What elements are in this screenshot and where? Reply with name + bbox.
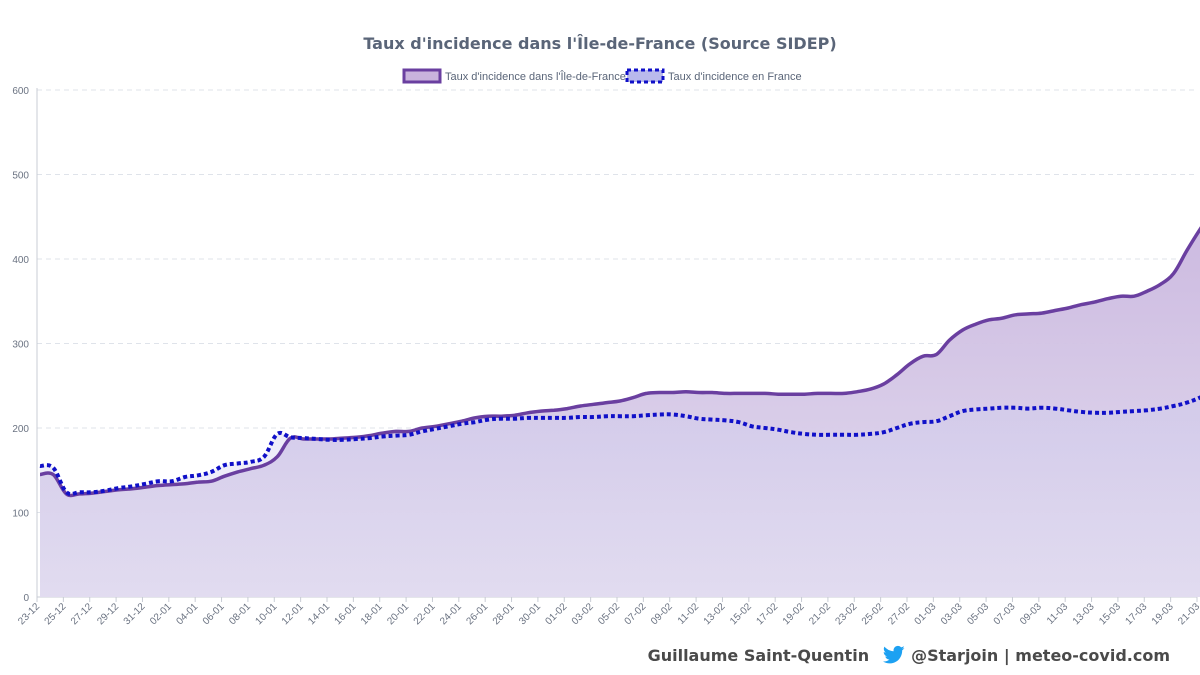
x-tick-label: 10-01 [254,601,280,627]
legend-label-idf: Taux d'incidence dans l'Île-de-France [445,70,626,83]
x-tick-label: 11-02 [676,601,702,627]
x-tick-label: 12-01 [280,601,306,627]
x-tick-label: 18-01 [359,601,385,627]
series-areas [40,229,1200,597]
legend-item-france[interactable]: Taux d'incidence en France [625,68,802,84]
y-tick-label: 0 [23,593,29,604]
x-tick-label: 28-01 [491,601,517,627]
legend-label-france: Taux d'incidence en France [668,71,802,83]
y-axis: 0 100 200 300 400 500 600 [12,86,29,604]
twitter-handle: @Starjoin | meteo-covid.com [911,645,1170,665]
footer: Guillaume Saint-Quentin @Starjoin | mete… [648,645,1170,665]
x-tick-label: 17-02 [754,601,780,627]
x-tick-label: 25-12 [43,601,69,627]
series-line-france [39,395,1200,497]
x-tick-label: 15-02 [728,601,754,627]
x-tick-label: 27-02 [886,601,912,627]
chart: Taux d'incidence dans l'Île-de-France (S… [12,34,1200,627]
y-tick-label: 400 [12,255,29,266]
x-tick-label: 21-03 [1176,601,1200,627]
author-name: Guillaume Saint-Quentin [647,645,870,665]
x-tick-label: 11-03 [1045,601,1071,627]
legend: Taux d'incidence dans l'Île-de-France Ta… [402,68,802,84]
x-tick-label: 23-12 [16,601,42,627]
legend-swatch-france [625,68,665,84]
x-tick-label: 26-01 [464,601,490,627]
y-tick-label: 300 [12,340,29,351]
x-tick-label: 02-01 [148,601,174,627]
y-tick-label: 600 [12,86,29,97]
x-tick-label: 20-01 [385,601,411,627]
x-tick-label: 27-12 [69,601,95,627]
x-tick-label: 06-01 [201,601,227,627]
series-area-france [40,397,1200,597]
x-tick-label: 05-03 [965,601,991,627]
x-tick-label: 03-02 [570,601,596,627]
x-tick-label: 24-01 [438,601,464,627]
series-line-idf [39,226,1200,498]
x-tick-label: 01-03 [913,601,939,627]
x-tick-label: 23-02 [834,601,860,627]
x-tick-label: 05-02 [596,601,622,627]
x-tick-label: 30-01 [517,601,543,627]
x-tick-label: 22-01 [412,601,438,627]
legend-item-idf[interactable]: Taux d'incidence dans l'Île-de-France [402,68,626,84]
x-axis: 23-12 25-12 27-12 29-12 31-12 02-01 04-01 06-01… [16,597,1200,627]
y-tick-label: 200 [12,424,29,435]
x-tick-label: 07-02 [623,601,649,627]
x-tick-label: 07-03 [992,601,1018,627]
x-tick-label: 09-02 [649,601,675,627]
x-tick-label: 16-01 [333,601,359,627]
x-tick-label: 15-03 [1097,601,1123,627]
x-tick-label: 09-03 [1018,601,1044,627]
y-tick-label: 500 [12,171,29,182]
x-tick-label: 19-03 [1150,601,1176,627]
x-tick-label: 21-02 [807,601,833,627]
x-tick-label: 14-01 [306,601,332,627]
x-tick-label: 17-03 [1124,601,1150,627]
x-tick-label: 04-01 [174,601,200,627]
x-tick-label: 03-03 [939,601,965,627]
twitter-bird-icon [883,645,905,665]
x-tick-label: 29-12 [95,601,121,627]
x-tick-label: 25-02 [860,601,886,627]
x-tick-label: 31-12 [122,601,148,627]
x-tick-label: 01-02 [544,601,570,627]
series-lines [39,226,1200,498]
legend-swatch-idf [402,68,442,84]
x-tick-label: 13-03 [1071,601,1097,627]
y-tick-label: 100 [12,509,29,520]
chart-title: Taux d'incidence dans l'Île-de-France (S… [363,34,836,53]
x-tick-label: 08-01 [227,601,253,627]
x-tick-label: 19-02 [781,601,807,627]
x-tick-label: 13-02 [702,601,728,627]
